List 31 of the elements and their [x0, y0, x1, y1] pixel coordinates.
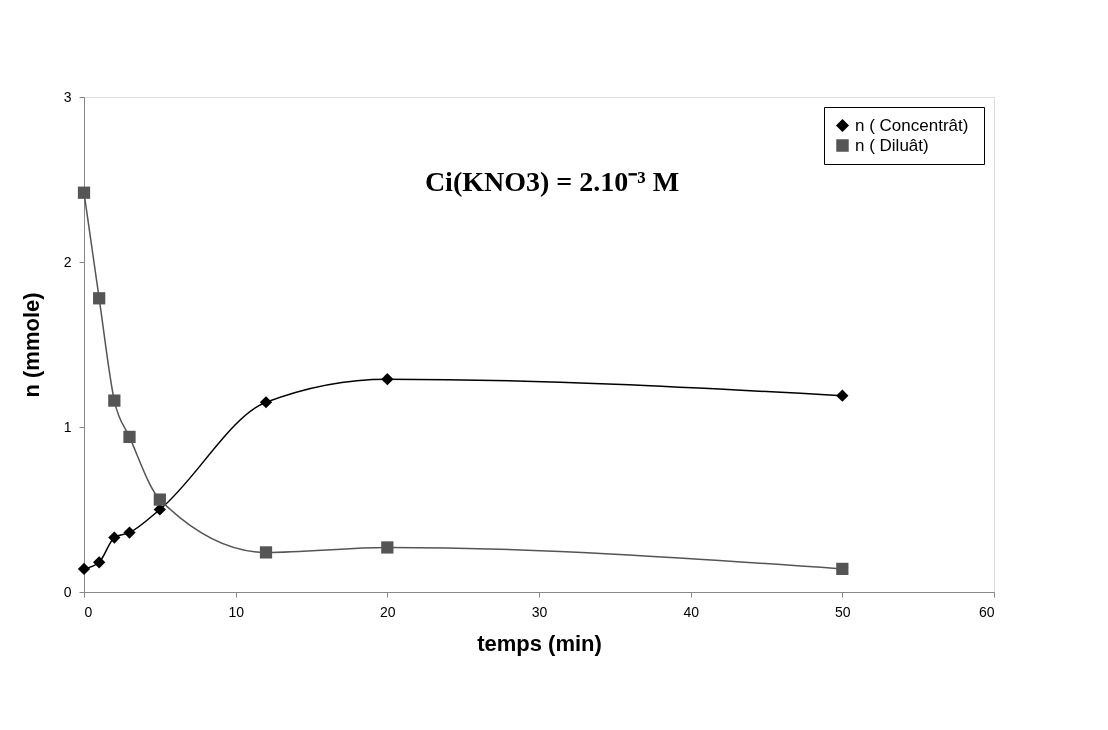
x-tick-label: 20 [380, 603, 396, 620]
x-axis-title: temps (min) [477, 630, 602, 656]
x-tick-label: 10 [228, 603, 245, 620]
annotation: Ci(KNO3) = 2.10⁻³ M [424, 166, 680, 197]
point [259, 546, 273, 559]
point [381, 373, 394, 386]
x-tick-label: 50 [835, 603, 851, 620]
point [77, 562, 91, 576]
point [77, 186, 91, 199]
point [836, 389, 849, 402]
x-tick-label: 30 [531, 603, 548, 620]
point [123, 430, 136, 444]
point [381, 541, 394, 554]
point [836, 562, 849, 576]
point [123, 526, 136, 539]
y-tick-label: 1 [63, 418, 72, 435]
y-tick-label: 3 [63, 88, 72, 105]
x-tick-label: 60 [978, 603, 995, 620]
point [93, 556, 106, 569]
y-tick-label: 2 [63, 253, 72, 270]
point [93, 292, 106, 305]
x-tick-label: 40 [683, 603, 700, 620]
y-axis-title: n (mmole) [18, 292, 44, 398]
legend-label: n ( Diluât) [855, 135, 929, 155]
point [108, 531, 121, 544]
point [153, 493, 166, 506]
y-tick-label: 0 [63, 583, 72, 600]
legend-label: n ( Concentrât) [855, 115, 969, 135]
point [108, 394, 121, 407]
x-tick-label: 0 [84, 603, 93, 620]
point [259, 396, 273, 409]
